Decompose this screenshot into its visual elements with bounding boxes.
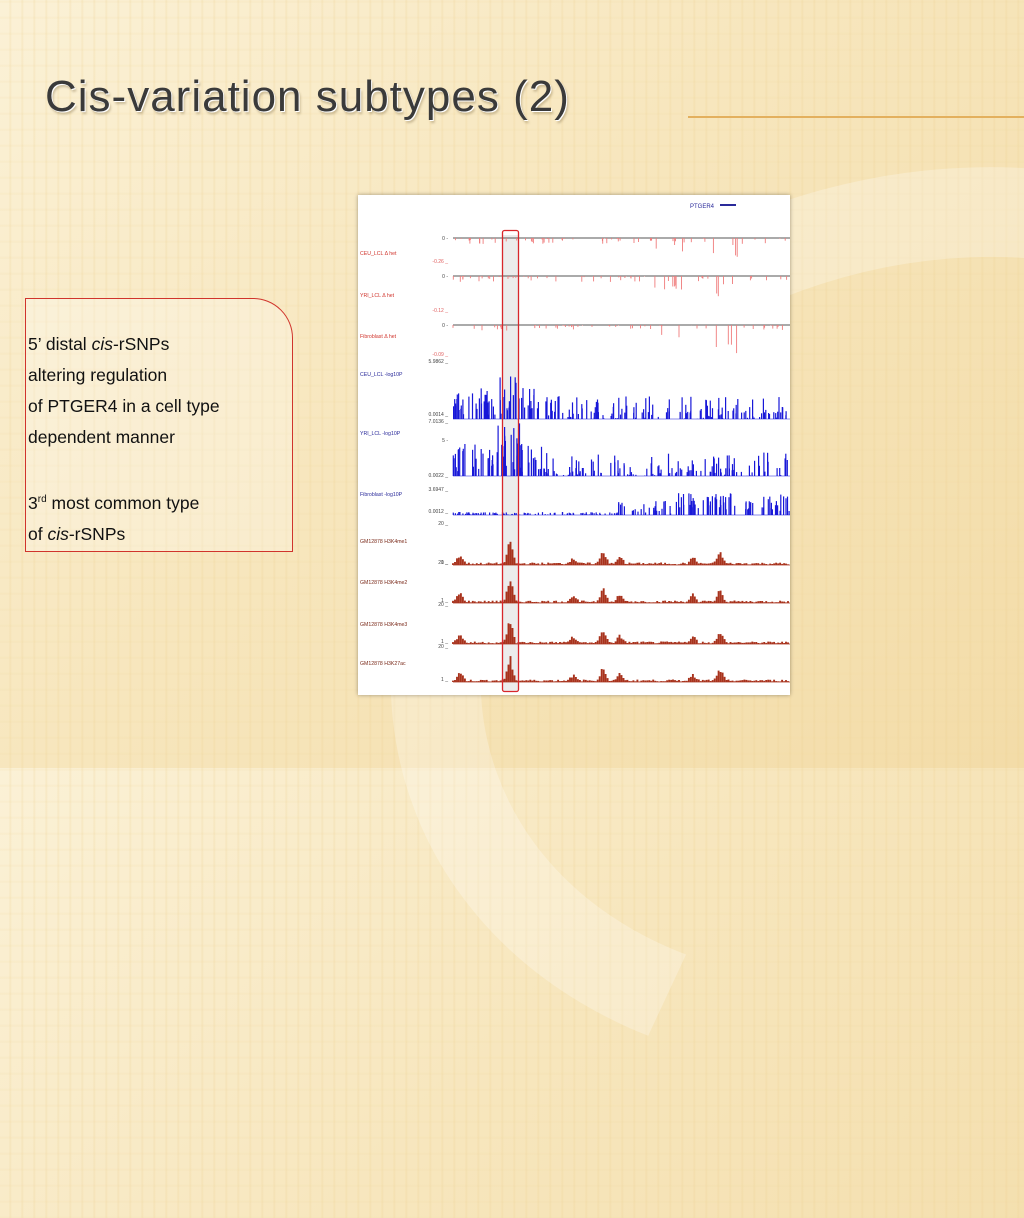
track-axis-bottom: -0.09 _ — [432, 352, 448, 358]
track-label: Fibroblast -log10P — [360, 492, 403, 498]
track-label: GM12878 H3K4me3 — [360, 622, 407, 628]
paragraph-gap — [28, 453, 292, 484]
body-text: -rSNPs — [68, 523, 126, 544]
body-line-3: of PTGER4 in a cell type — [28, 396, 220, 416]
text-callout-box: 5’ distal cis-rSNPs altering regulation … — [25, 298, 293, 552]
body-text: -rSNPs — [112, 334, 170, 354]
track-axis-bottom: 1 _ — [441, 639, 448, 645]
track-label: GM12878 H3K4me1 — [360, 539, 407, 545]
body-line-4: dependent manner — [28, 427, 175, 447]
body-line-6: of cis-rSNPs — [28, 519, 292, 550]
track-axis-bottom: 0.0012 _ — [429, 509, 449, 515]
track-axis-top: 20 _ — [438, 560, 448, 566]
track-axis-top: 0 - — [442, 274, 448, 280]
body-text: 3 — [28, 492, 38, 513]
genome-browser-tracks: PTGER4 CEU_LCL Δ het 0 - -0.26 _ YRI_LCL Δ h… — [360, 204, 790, 693]
body-text: of — [28, 523, 48, 544]
track-axis-bottom: -0.12 _ — [432, 308, 448, 314]
highlight-box — [501, 229, 520, 693]
track-axis-bottom: 1 _ — [441, 560, 448, 566]
track-axis-top: 0 - — [442, 323, 448, 329]
highlight-column-shade — [502, 235, 518, 691]
gene-label: PTGER4 — [690, 204, 715, 210]
track-axis-top: 20 _ — [438, 521, 448, 527]
track-label: YRI_LCL -log10P — [360, 431, 401, 437]
slide-title: Cis-variation subtypes (2) — [45, 72, 570, 121]
track-axis-mid: 5 - — [442, 438, 448, 444]
body-text: most common type — [46, 492, 200, 513]
track-axis-top: 0 - — [442, 236, 448, 242]
track-axis-top: 20 _ — [438, 602, 448, 608]
track-axis-top: 7.0136 _ — [429, 419, 449, 425]
body-line-1: 5’ distal cis-rSNPs — [28, 329, 292, 360]
track-axis-bottom: 1 _ — [441, 677, 448, 683]
track-label: GM12878 H3K4me2 — [360, 580, 407, 586]
track-label: CEU_LCL -log10P — [360, 372, 403, 378]
track-label: YRI_LCL Δ het — [360, 293, 395, 299]
track-axis-bottom: 0.0014 _ — [429, 412, 449, 418]
track-label: Fibroblast Δ het — [360, 334, 397, 340]
ordinal-suffix: rd — [37, 494, 47, 505]
body-italic-text: cis — [47, 523, 69, 544]
body-italic-text: cis — [91, 334, 113, 354]
genome-browser-figure: PTGER4 CEU_LCL Δ het 0 - -0.26 _ YRI_LCL Δ h… — [358, 195, 790, 695]
title-rule — [688, 116, 1024, 118]
track-label: GM12878 H3K27ac — [360, 661, 406, 667]
track-axis-bottom: -0.26 _ — [432, 259, 448, 265]
track-label: CEU_LCL Δ het — [360, 251, 397, 257]
track-axis-top: 3.6947 _ — [429, 487, 449, 493]
track-axis-top: 20 _ — [438, 644, 448, 650]
track-axis-bottom: 0.0022 _ — [429, 473, 449, 479]
track-axis-bottom: 1 _ — [441, 598, 448, 604]
track-axis-top: 5.9862 _ — [429, 359, 449, 365]
body-line-5: 3rd most common type — [28, 484, 292, 519]
body-text: 5’ distal — [28, 334, 92, 354]
body-line-2: altering regulation — [28, 365, 168, 385]
